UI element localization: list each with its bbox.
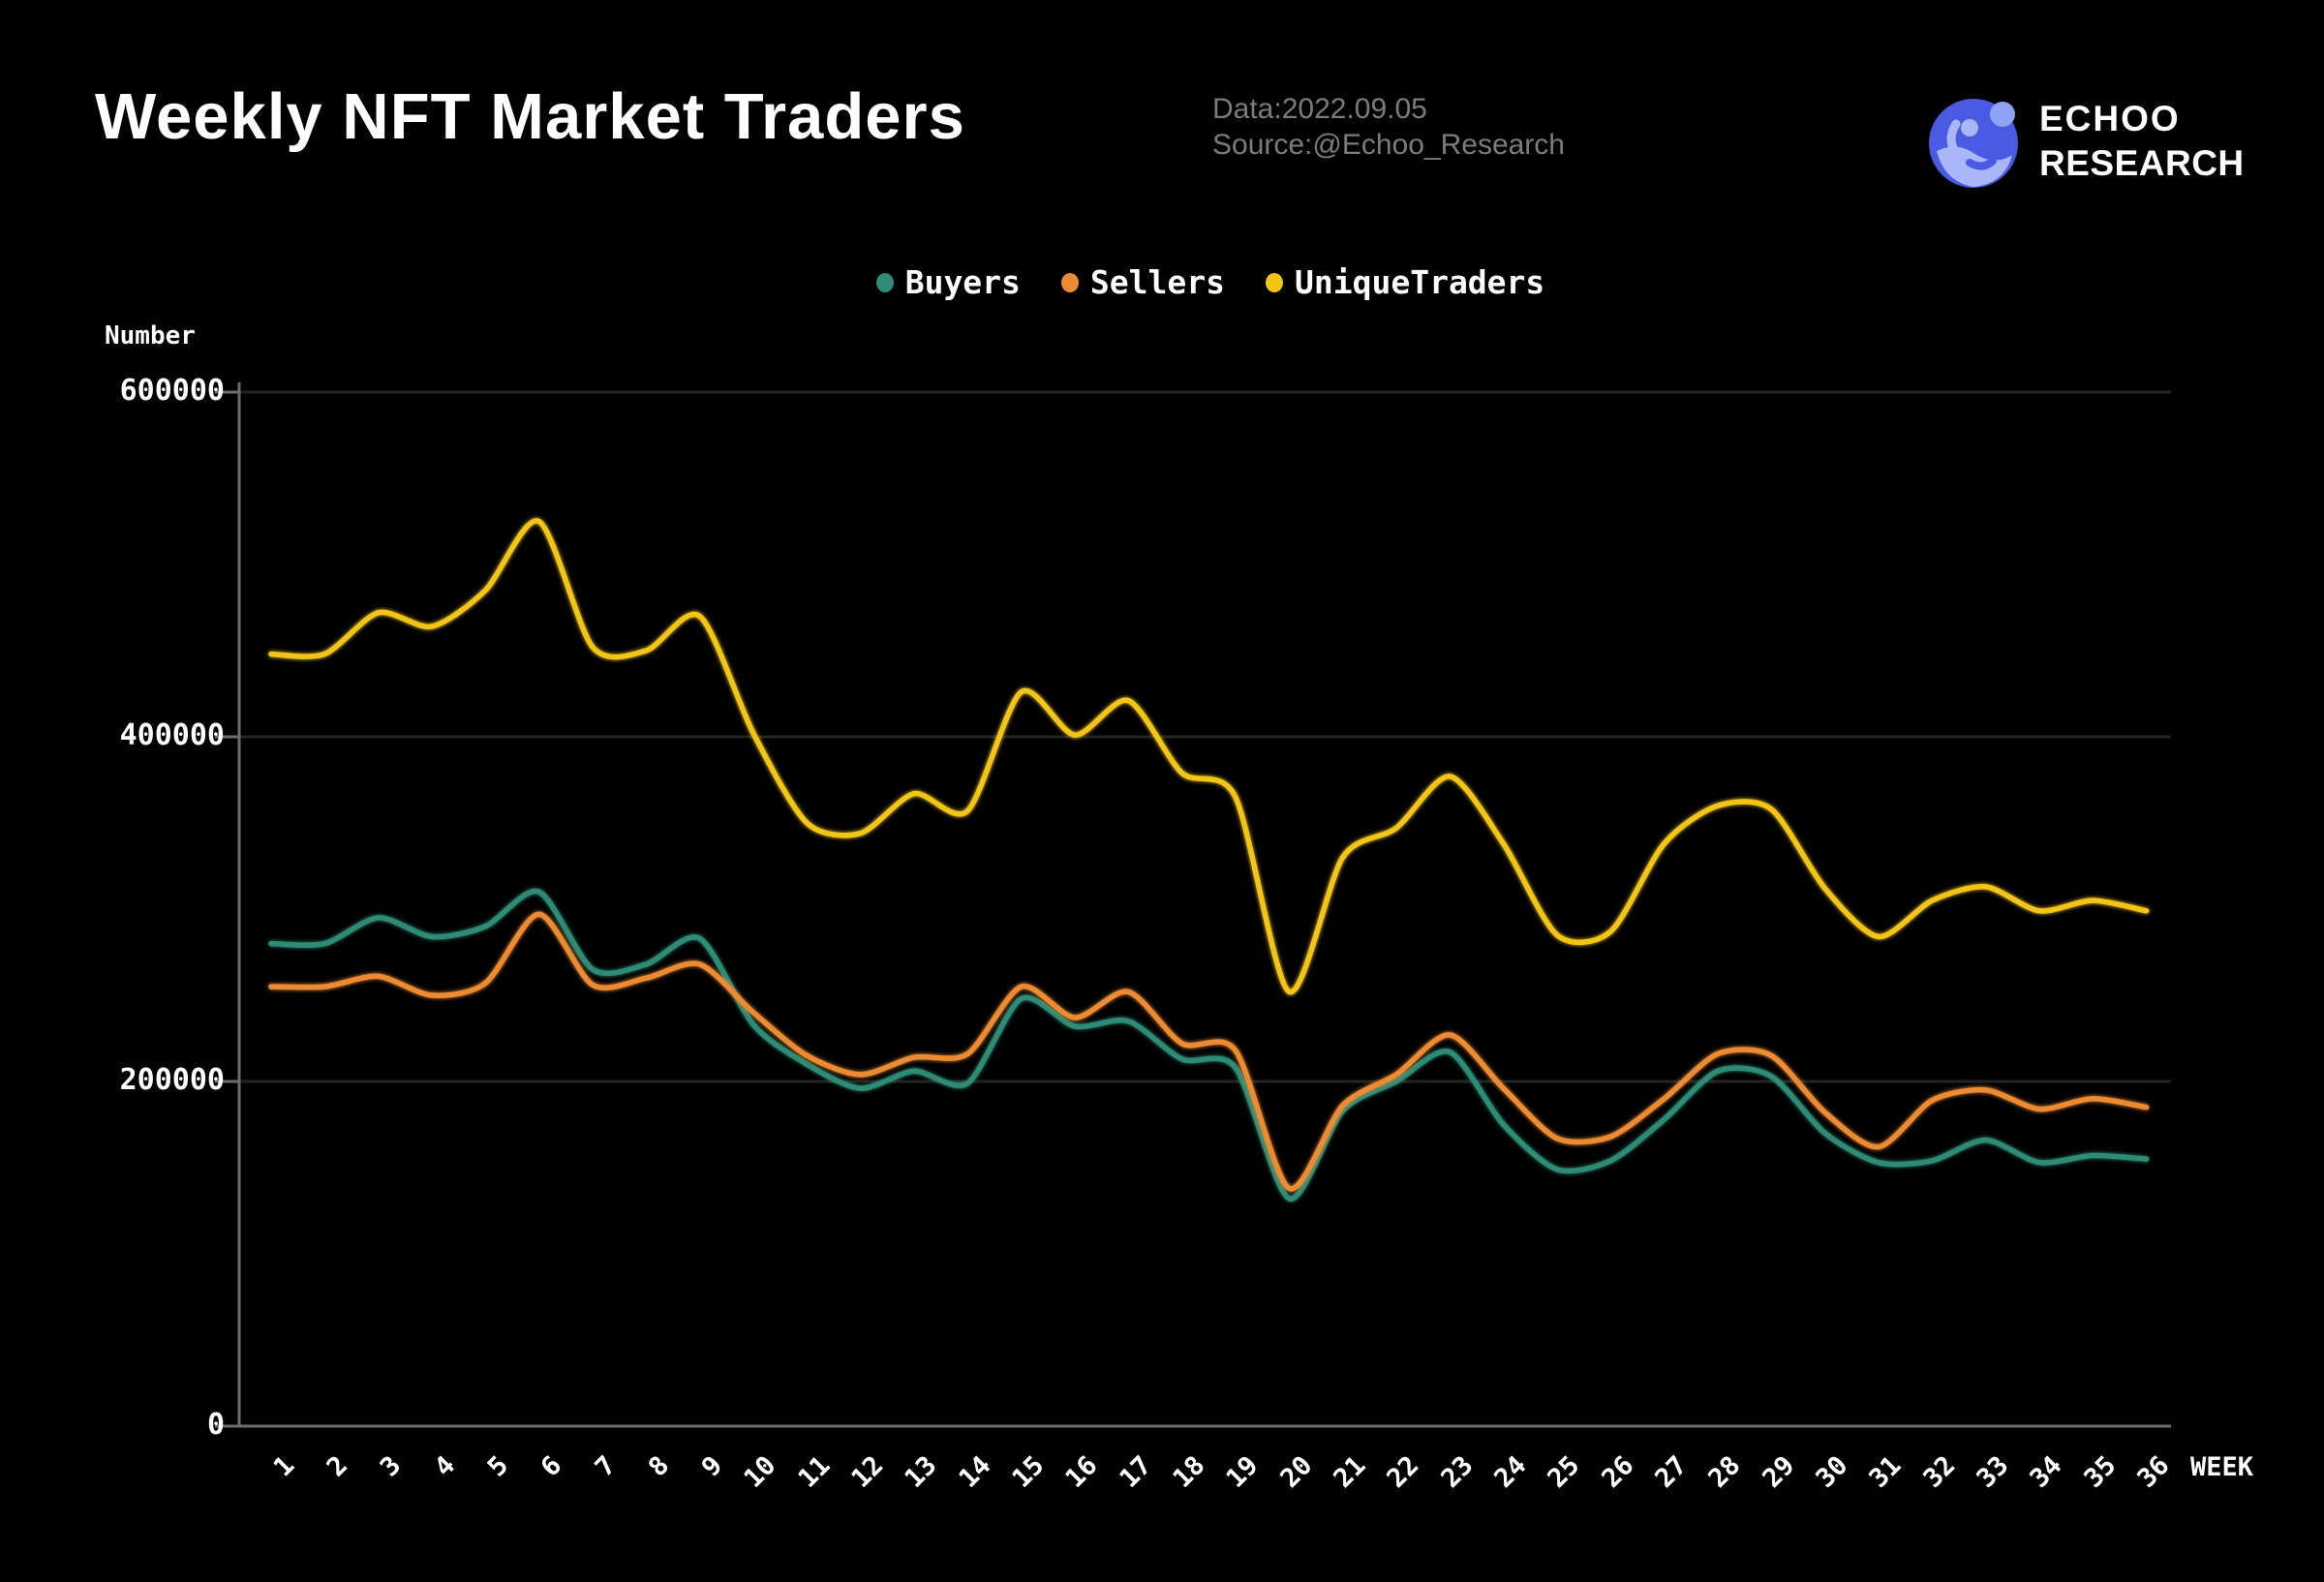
series-line-sellers [268, 911, 2150, 1192]
legend-dot-buyers [875, 272, 894, 292]
brand-name: ECHOO RESEARCH [2039, 97, 2245, 186]
legend-label-sellers: Sellers [1089, 263, 1225, 301]
legend-label-buyers: Buyers [904, 263, 1021, 301]
brand-name-line2: RESEARCH [2039, 143, 2245, 183]
x-axis-title: WEEK [2190, 1452, 2254, 1482]
page-title: Weekly NFT Market Traders [95, 80, 965, 153]
legend-item-uniquetraders[interactable]: UniqueTraders [1266, 263, 1544, 301]
echoo-logo-icon [1929, 99, 2018, 188]
y-tick-label-200000: 200000 [119, 1063, 225, 1097]
data-date-label: Data:2022.09.05 [1212, 93, 1427, 125]
brand-logo-lockup: ECHOO RESEARCH [1927, 93, 2245, 190]
source-label: Source:@Echoo_Research [1212, 129, 1565, 161]
chart-meta: Data:2022.09.05 Source:@Echoo_Research [1212, 91, 1565, 163]
legend-dot-uniquetraders [1266, 272, 1283, 292]
brand-name-line1: ECHOO [2039, 99, 2181, 138]
y-tick-label-600000: 600000 [119, 374, 225, 408]
legend-dot-sellers [1060, 272, 1079, 292]
legend-item-buyers[interactable]: Buyers [875, 263, 1021, 301]
y-tick-label-0: 0 [206, 1408, 225, 1442]
legend-item-sellers[interactable]: Sellers [1060, 263, 1225, 301]
y-tick-label-400000: 400000 [119, 718, 225, 752]
series-line-uniquetraders [268, 518, 2150, 995]
series-line-buyers [268, 888, 2150, 1202]
y-axis-title: Number [105, 321, 196, 350]
chart-legend: Buyers Sellers UniqueTraders [0, 263, 2324, 301]
legend-label-uniquetraders: UniqueTraders [1295, 263, 1545, 301]
